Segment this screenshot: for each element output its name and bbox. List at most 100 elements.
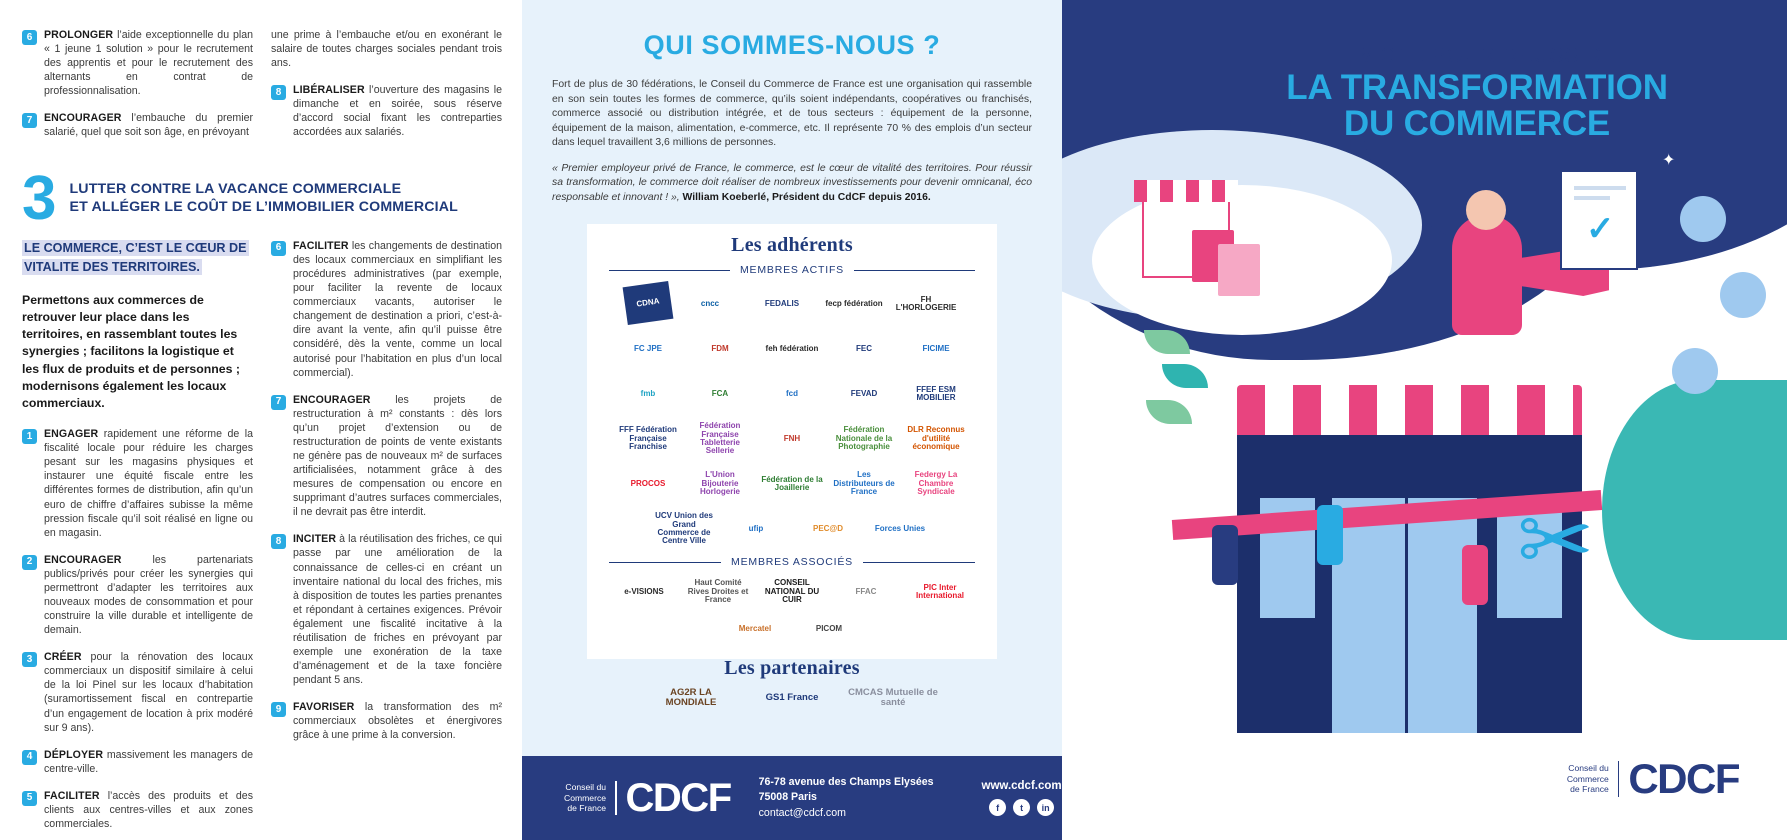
item-bold-lead: FACILITER bbox=[44, 789, 100, 802]
contact-email[interactable]: contact@cdcf.com bbox=[758, 806, 846, 819]
item-body: les changements de destination des locau… bbox=[293, 239, 502, 379]
item-number-badge: 8 bbox=[271, 534, 286, 550]
linkedin-icon[interactable]: in bbox=[1037, 799, 1055, 816]
list-item: 6 FACILITER les changements de destinati… bbox=[271, 239, 502, 380]
item-bold-lead: ENCOURAGER bbox=[44, 112, 122, 125]
cover-kicker: PACTE POUR RÉUSSIR bbox=[1351, 44, 1603, 67]
checklist-document-icon: ✓ bbox=[1560, 170, 1638, 270]
list-item: 5 FACILITER l’accès des produits et des … bbox=[22, 789, 253, 831]
twitter-icon[interactable]: t bbox=[1013, 799, 1031, 816]
member-logo: Federgy La Chambre Syndicale bbox=[914, 470, 958, 497]
sparkle-icon: ✦ bbox=[1662, 152, 1676, 169]
item-body: à la réutilisation des friches, ce qui p… bbox=[293, 533, 502, 687]
section3-columns: LE COMMERCE, C’EST LE CŒUR DE VITALITE D… bbox=[22, 239, 502, 840]
cover-title-block: PACTE POUR RÉUSSIR LA TRANSFORMATION DU … bbox=[1197, 44, 1757, 143]
item-text: LIBÉRALISER l’ouverture des magasins le … bbox=[293, 83, 502, 139]
member-logo: FEDALIS bbox=[764, 298, 800, 308]
item-number-badge: 4 bbox=[22, 749, 37, 765]
member-logo: FH L'HORLOGERIE bbox=[895, 294, 957, 312]
divider-line-left bbox=[609, 269, 731, 271]
divider-line-right bbox=[853, 269, 975, 271]
member-logo: Mercatel bbox=[738, 623, 772, 633]
membres-actifs-divider: MEMBRES ACTIFS bbox=[587, 264, 997, 276]
member-logo: FFEF ESM MOBILIER bbox=[916, 384, 956, 402]
scissors-icon: ✂ bbox=[1517, 490, 1595, 592]
member-logo: L'Union Bijouterie Horlogerie bbox=[699, 470, 740, 497]
item-number-badge: 3 bbox=[22, 652, 37, 668]
avatar bbox=[1680, 196, 1726, 242]
member-logo: fmb bbox=[640, 388, 656, 398]
member-logo: ufip bbox=[748, 523, 764, 533]
cover-title-line1: LA TRANSFORMATION bbox=[1286, 68, 1668, 107]
person-illustration bbox=[1462, 545, 1488, 605]
cdcf-sub-line3: de France bbox=[1570, 784, 1609, 795]
item-bold-lead: LIBÉRALISER bbox=[293, 84, 365, 97]
item-bold-lead: INCITER bbox=[293, 533, 337, 546]
adherents-title: Les adhérents bbox=[731, 234, 853, 256]
members-card: Les adhérents MEMBRES ACTIFS CDNA cncc F… bbox=[587, 224, 997, 707]
item-number-badge: 6 bbox=[22, 30, 37, 45]
item-number-badge: 7 bbox=[271, 394, 286, 410]
panel-left: 6 PROLONGER l’aide exceptionnelle du pla… bbox=[0, 0, 522, 840]
market-stall-roof bbox=[1134, 180, 1238, 202]
cdcf-logo-wordmark: CDCF bbox=[1628, 755, 1740, 803]
list-item: 4 DÉPLOYER massivement les managers de c… bbox=[22, 748, 253, 776]
website-link[interactable]: www.cdcf.com bbox=[981, 780, 1062, 792]
leaf-icon bbox=[1162, 364, 1208, 388]
highlight-statement-wrap: LE COMMERCE, C’EST LE CŒUR DE VITALITE D… bbox=[22, 239, 253, 277]
member-logo: CONSEIL NATIONAL DU CUIR bbox=[764, 578, 820, 605]
item-body: les partenariats publics/privés pour cré… bbox=[44, 553, 253, 637]
about-paragraph: Fort de plus de 30 fédérations, le Conse… bbox=[552, 79, 1032, 149]
membres-associes-label: MEMBRES ASSOCIÉS bbox=[731, 556, 853, 568]
item-text: FACILITER l’accès des produits et des cl… bbox=[44, 789, 253, 831]
item-text: ENCOURAGER les projets de restructuratio… bbox=[293, 393, 502, 520]
shop-window-right bbox=[1497, 498, 1562, 618]
item-body: massivement les managers de centre-ville… bbox=[44, 748, 253, 775]
item-body: pour la rénovation des locaux commerciau… bbox=[44, 651, 253, 734]
section-title-line1: LUTTER CONTRE LA VACANCE COMMERCIALE bbox=[69, 181, 402, 198]
member-logo: fcd bbox=[786, 388, 798, 398]
item-body: l’ouverture des magasins le dimanche et … bbox=[293, 84, 502, 139]
section3-col-left: LE COMMERCE, C’EST LE CŒUR DE VITALITE D… bbox=[22, 239, 253, 840]
shopping-bag-icon bbox=[1218, 244, 1260, 296]
cdcf-logo-divider bbox=[615, 781, 617, 815]
item-bold-lead: FAVORISER bbox=[293, 701, 355, 714]
list-item: 8 LIBÉRALISER l’ouverture des magasins l… bbox=[271, 83, 502, 139]
partenaires-title: Les partenaires bbox=[724, 657, 860, 679]
person-illustration bbox=[1317, 505, 1343, 565]
item-number-badge: 2 bbox=[22, 554, 37, 570]
avatar bbox=[1720, 272, 1766, 318]
facebook-icon[interactable]: f bbox=[989, 799, 1007, 816]
item-number-badge: 5 bbox=[22, 790, 37, 806]
member-logo: PROCOS bbox=[630, 478, 666, 488]
member-logo: PICOM bbox=[815, 623, 843, 633]
member-logo: PEC@D bbox=[812, 523, 844, 533]
divider-line-left bbox=[609, 561, 722, 563]
section-lead-paragraph: Permettons aux commerces de retrouver le… bbox=[22, 292, 240, 410]
item-text: ENCOURAGER l’embauche du premier salarié… bbox=[44, 111, 253, 139]
item-text: une prime à l’embauche et/ou en exonéran… bbox=[271, 29, 502, 70]
member-logo: fecp fédération bbox=[825, 298, 883, 308]
member-logo: FFAC bbox=[855, 586, 877, 596]
cover-cdcf-logo-lockup: Conseil du Commerce de France CDCF bbox=[1567, 755, 1741, 803]
item-number-badge: 1 bbox=[22, 429, 37, 445]
item-number-badge: 9 bbox=[271, 702, 286, 718]
panel-right-cover: PACTE POUR RÉUSSIR LA TRANSFORMATION DU … bbox=[1062, 0, 1787, 840]
list-item: 2 ENCOURAGER les partenariats publics/pr… bbox=[22, 553, 253, 637]
cdcf-logo-lockup: Conseil du Commerce de France CDCF bbox=[564, 778, 732, 818]
member-logo: FEVAD bbox=[850, 388, 878, 398]
qui-sommes-nous-heading: QUI SOMMES-NOUS ? bbox=[643, 30, 941, 60]
divider-line-right bbox=[862, 561, 976, 563]
item-number-badge: 6 bbox=[271, 240, 286, 256]
partner-logo: AG2R LA MONDIALE bbox=[665, 687, 717, 708]
top-continuation-columns: 6 PROLONGER l’aide exceptionnelle du pla… bbox=[22, 28, 502, 153]
item-body: l’embauche du premier salarié, quel que … bbox=[44, 112, 253, 139]
cdcf-logo-subtext: Conseil du Commerce de France bbox=[564, 782, 606, 813]
member-logo: Fédération Nationale de la Photographie bbox=[835, 425, 893, 452]
avatar bbox=[1672, 348, 1718, 394]
member-logo: CDNA bbox=[622, 280, 674, 326]
section-title-line2: ET ALLÉGER LE COÛT DE L’IMMOBILIER COMME… bbox=[69, 198, 458, 215]
address-line-1: 76-78 avenue des Champs Elysées bbox=[758, 775, 934, 788]
item-body: la transformation des m² commerciaux obs… bbox=[293, 701, 502, 742]
